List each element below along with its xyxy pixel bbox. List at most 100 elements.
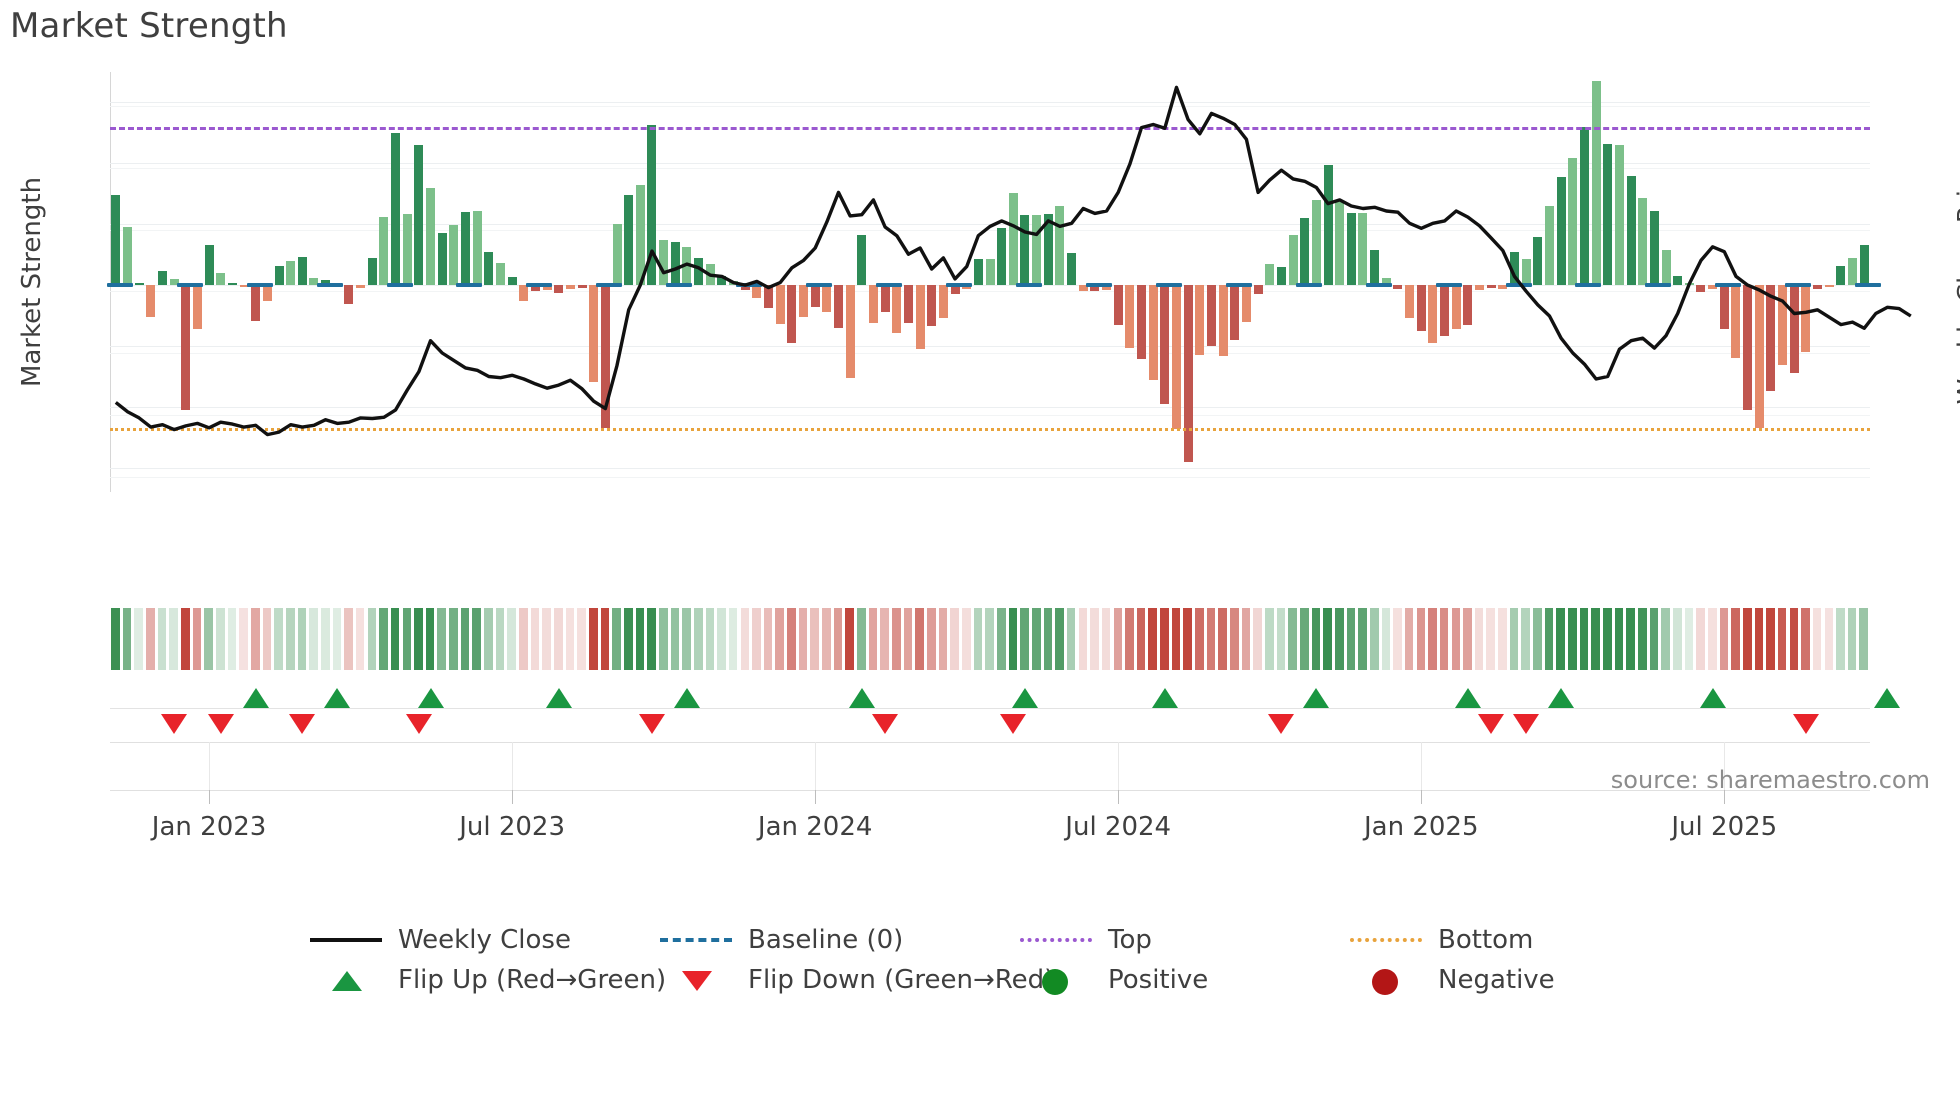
flip-down-marker	[872, 714, 899, 734]
legend-label: Weekly Close	[398, 925, 571, 955]
strength-bar	[1579, 126, 1589, 286]
gridline-y2-50.00	[110, 353, 1870, 355]
strength-bar	[1265, 264, 1275, 286]
heat-cell	[1766, 608, 1775, 670]
strength-bar	[1241, 285, 1251, 322]
heat-cell	[1661, 608, 1670, 670]
strength-bar	[426, 187, 436, 286]
heat-cell	[134, 608, 144, 670]
strength-bar	[309, 278, 319, 286]
gridline-y-0	[110, 285, 1870, 287]
heat-cell	[1148, 608, 1158, 670]
heat-cell	[309, 608, 318, 670]
strength-bar	[833, 285, 843, 328]
strength-bar	[635, 185, 645, 286]
flip-down-marker	[207, 714, 234, 734]
top-threshold-line	[110, 126, 1870, 130]
heat-cell	[857, 608, 866, 670]
gridline-y--30	[110, 467, 1870, 469]
heat-cell	[717, 608, 726, 670]
heat-cell	[833, 608, 843, 670]
flip-up-marker	[324, 688, 351, 708]
heat-cell	[367, 608, 377, 670]
x-tick-line	[815, 790, 817, 804]
strength-bar	[1195, 285, 1205, 356]
heat-cell	[1847, 608, 1857, 670]
strength-bar	[1603, 143, 1613, 286]
legend-item[interactable]: Baseline (0)	[660, 925, 903, 955]
heat-cell	[1614, 608, 1624, 670]
strength-bar	[624, 194, 634, 286]
heat-cell	[1090, 608, 1099, 670]
strength-bar	[565, 285, 575, 289]
strength-bar	[857, 235, 867, 286]
strength-bar	[1475, 285, 1485, 290]
strength-bar	[367, 258, 377, 286]
strength-bar	[1405, 285, 1415, 318]
heat-cell	[169, 608, 178, 670]
heat-cell	[752, 608, 761, 670]
x-tick-mark	[209, 742, 211, 802]
flip-down-marker	[1478, 714, 1505, 734]
legend-swatch	[1020, 938, 1092, 942]
legend-item[interactable]: Flip Down (Green→Red)	[660, 965, 1054, 995]
strength-bar	[1183, 285, 1193, 462]
heat-cell	[274, 608, 283, 670]
heat-cell	[1544, 608, 1554, 670]
x-tick-line	[1724, 790, 1726, 804]
heat-cell	[554, 608, 563, 670]
heat-cell	[1101, 608, 1111, 670]
legend-item[interactable]: Bottom	[1350, 925, 1533, 955]
heat-cell	[1486, 608, 1496, 670]
strength-bar	[752, 285, 762, 299]
strength-bar	[1067, 253, 1077, 286]
heat-cell	[507, 608, 516, 670]
heat-cell	[775, 608, 785, 670]
heat-cell	[1055, 608, 1064, 670]
heat-cell	[1113, 608, 1123, 670]
heat-cell	[472, 608, 482, 670]
triangle-up-icon	[310, 967, 382, 993]
legend-item[interactable]: Positive	[1020, 965, 1208, 995]
strength-bar	[1778, 285, 1788, 366]
strength-bar	[437, 233, 447, 286]
heat-cell	[449, 608, 458, 670]
heat-cell	[1719, 608, 1729, 670]
heat-cell	[216, 608, 225, 670]
strength-bar	[542, 285, 552, 290]
gridline-y2-60.00	[110, 291, 1870, 293]
strength-bar	[1801, 285, 1811, 352]
strength-bar	[1230, 285, 1240, 340]
flip-down-marker	[1513, 714, 1540, 734]
heat-cell	[425, 608, 435, 670]
strength-bar	[1440, 285, 1450, 337]
baseline-segment	[1435, 283, 1462, 288]
heat-cell	[1626, 608, 1635, 670]
legend-item[interactable]: Flip Up (Red→Green)	[310, 965, 666, 995]
flip-down-marker	[1268, 714, 1295, 734]
strength-bar	[892, 285, 902, 334]
legend-item[interactable]: Top	[1020, 925, 1152, 955]
flip-up-marker	[1303, 688, 1330, 708]
baseline-segment	[456, 283, 483, 288]
strength-bar	[402, 214, 412, 286]
heat-cell	[1603, 608, 1612, 670]
legend-label: Flip Up (Red→Green)	[398, 965, 667, 995]
strength-bar	[1171, 285, 1181, 429]
gridline-y--10	[110, 345, 1870, 347]
strength-bar	[321, 279, 331, 286]
circle-icon	[1350, 967, 1422, 995]
x-tick-mark	[1724, 742, 1726, 802]
legend-item[interactable]: Weekly Close	[310, 925, 571, 955]
strength-bar	[764, 285, 774, 309]
strength-bar	[356, 285, 366, 289]
heat-cell	[1265, 608, 1274, 670]
flip-up-marker	[1699, 688, 1726, 708]
x-tick-label: Jan 2024	[757, 812, 873, 842]
heat-cell	[1533, 608, 1542, 670]
flip-axis-line	[110, 708, 1870, 709]
flip-up-marker	[417, 688, 444, 708]
strength-bar	[1008, 192, 1018, 286]
legend-item[interactable]: Negative	[1350, 965, 1555, 995]
heat-cell	[1416, 608, 1426, 670]
